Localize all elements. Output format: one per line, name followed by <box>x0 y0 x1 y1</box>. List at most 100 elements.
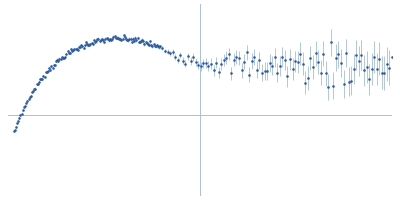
Point <box>90 42 96 45</box>
Point <box>381 71 388 75</box>
Point <box>266 62 273 65</box>
Point <box>83 41 89 44</box>
Point <box>115 36 121 39</box>
Point <box>146 43 152 46</box>
Point <box>251 55 258 58</box>
Point <box>348 79 354 82</box>
Point <box>46 67 52 70</box>
Point <box>307 56 314 59</box>
Point <box>72 48 79 51</box>
Point <box>231 58 237 61</box>
Point <box>145 42 151 46</box>
Point <box>126 37 133 40</box>
Point <box>335 53 342 56</box>
Point <box>333 56 339 59</box>
Point <box>325 85 332 89</box>
Point <box>60 56 66 59</box>
Point <box>91 38 97 42</box>
Point <box>34 82 41 85</box>
Point <box>213 61 219 64</box>
Point <box>384 63 390 66</box>
Point <box>226 52 232 56</box>
Point <box>12 128 18 132</box>
Point <box>68 48 74 51</box>
Point <box>71 48 78 51</box>
Point <box>30 89 36 92</box>
Point <box>200 62 206 65</box>
Point <box>343 51 349 55</box>
Point <box>108 38 114 41</box>
Point <box>133 39 140 42</box>
Point <box>277 64 283 68</box>
Point <box>36 81 42 84</box>
Point <box>292 60 298 63</box>
Point <box>238 69 245 72</box>
Point <box>256 59 263 62</box>
Point <box>99 37 105 41</box>
Point <box>287 57 293 61</box>
Point <box>128 37 134 40</box>
Point <box>53 59 59 63</box>
Point <box>139 38 145 42</box>
Point <box>310 66 316 69</box>
Point <box>144 41 150 45</box>
Point <box>124 38 130 41</box>
Point <box>233 55 240 58</box>
Point <box>220 58 227 61</box>
Point <box>96 39 103 42</box>
Point <box>61 56 67 59</box>
Point <box>140 40 146 43</box>
Point <box>92 40 98 43</box>
Point <box>175 59 181 62</box>
Point <box>154 44 160 47</box>
Point <box>104 37 111 40</box>
Point <box>376 57 382 60</box>
Point <box>125 39 132 42</box>
Point <box>42 71 49 74</box>
Point <box>180 59 186 62</box>
Point <box>305 77 311 80</box>
Point <box>187 60 194 63</box>
Point <box>170 50 176 54</box>
Point <box>77 45 83 48</box>
Point <box>79 45 86 48</box>
Point <box>284 75 291 78</box>
Point <box>122 36 128 39</box>
Point <box>254 68 260 71</box>
Point <box>152 44 158 47</box>
Point <box>157 45 164 48</box>
Point <box>17 114 24 117</box>
Point <box>94 37 100 41</box>
Point <box>76 45 82 48</box>
Point <box>29 91 35 94</box>
Point <box>54 58 60 61</box>
Point <box>318 71 324 74</box>
Point <box>23 102 30 105</box>
Point <box>15 120 21 123</box>
Point <box>264 69 270 73</box>
Point <box>131 39 137 42</box>
Point <box>58 56 65 59</box>
Point <box>330 84 336 87</box>
Point <box>294 61 301 64</box>
Point <box>55 59 62 62</box>
Point <box>259 71 265 74</box>
Point <box>302 81 308 84</box>
Point <box>246 73 252 76</box>
Point <box>38 77 44 81</box>
Point <box>75 48 81 51</box>
Point <box>117 37 124 40</box>
Point <box>119 37 126 40</box>
Point <box>48 65 55 68</box>
Point <box>106 39 112 42</box>
Point <box>24 99 30 102</box>
Point <box>56 57 63 60</box>
Point <box>198 64 204 68</box>
Point <box>164 50 171 53</box>
Point <box>88 41 95 44</box>
Point <box>185 55 191 58</box>
Point <box>45 70 51 73</box>
Point <box>39 77 46 80</box>
Point <box>156 45 162 48</box>
Point <box>320 52 326 55</box>
